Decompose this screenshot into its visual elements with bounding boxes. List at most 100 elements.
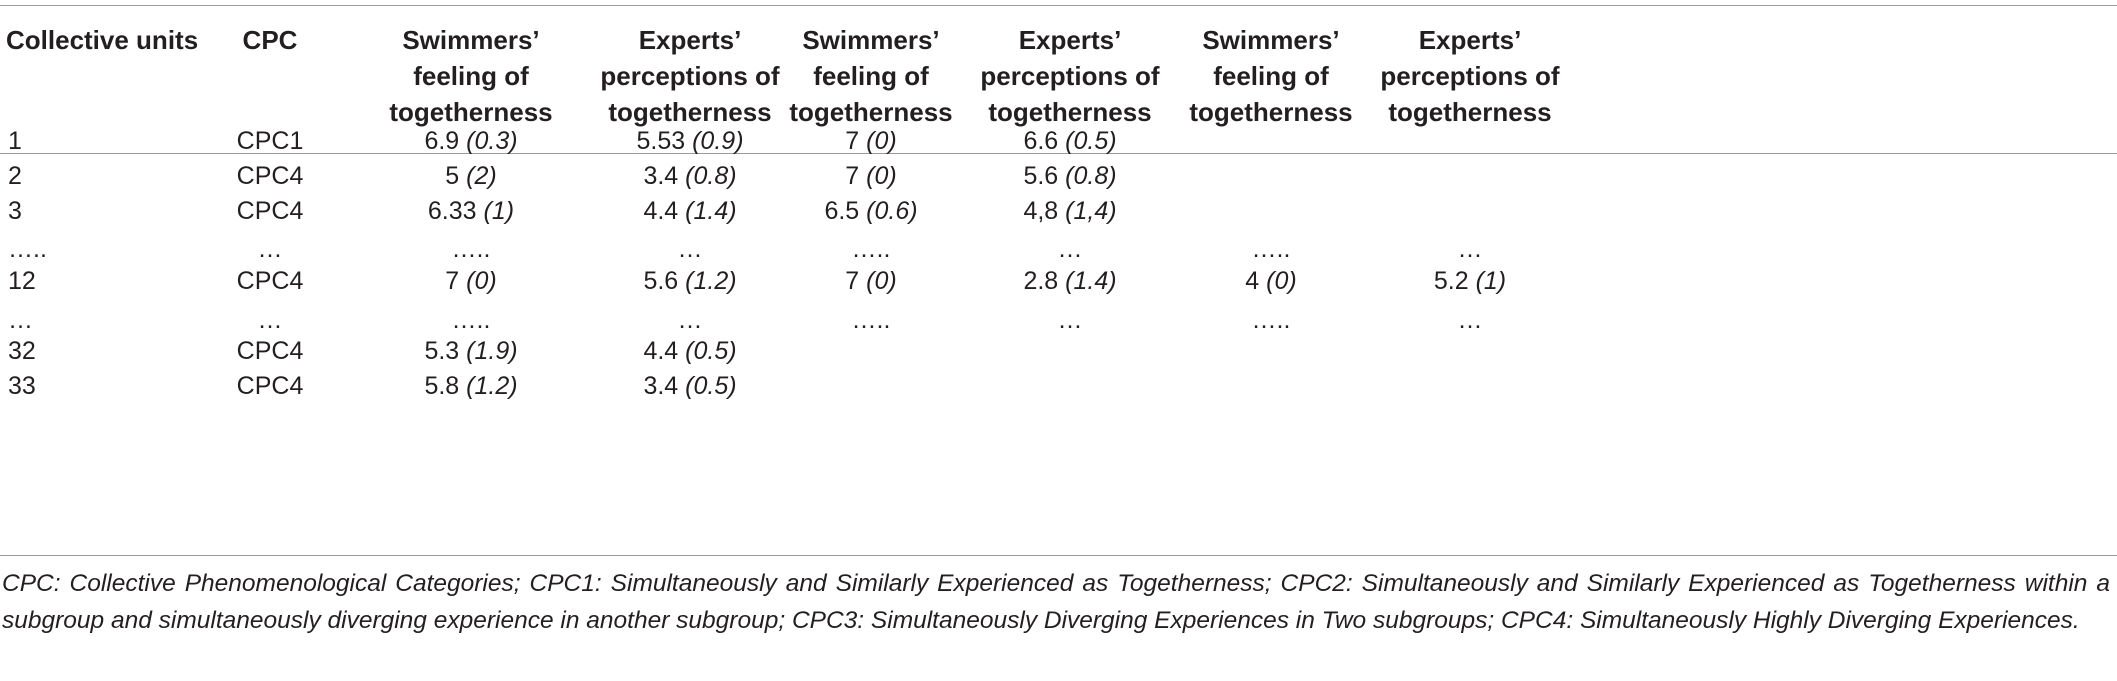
cell-mean: 7 [845,267,860,295]
cell-sd: (1.2) [466,372,518,400]
cell-sd: (0.3) [466,127,518,155]
header-swimmers-feeling-3: Swimmers’ feeling of togetherness [1189,25,1353,127]
cell-sd: (0) [866,267,897,295]
cell-experts-3: 5.2 (1) [1350,266,1590,296]
header-swimmers-feeling-2: Swimmers’ feeling of togetherness [789,25,953,127]
cell-mean: ….. [451,306,491,334]
cell-unit: 3 [8,197,22,225]
cell-mean: … [1057,306,1083,334]
cell-mean: … [1457,235,1483,263]
cell-experts-3: … [1350,305,1590,335]
cell-experts-2: 5.6 (0.8) [950,161,1190,191]
cell-cpc: CPC1 [236,127,304,155]
cell-sd: (1) [1475,267,1507,295]
cell-mean: ….. [451,235,491,263]
table-top-rule [0,5,2117,6]
cell-sd: (1.9) [466,337,518,365]
cell-sd: (0.6) [866,197,918,225]
cell-mean: 5.6 [643,267,679,295]
cell-swimmers-2: 7 (0) [771,161,971,191]
cell-experts-2: 4,8 (1,4) [950,196,1190,226]
cell-swimmers-1: 5.3 (1.9) [371,336,571,366]
cell-swimmers-2: ….. [771,234,971,264]
cell-mean: 2.8 [1023,267,1059,295]
cell-unit: 2 [8,162,22,190]
cell-experts-1: 3.4 (0.8) [570,161,810,191]
cell-sd: (0.5) [685,372,737,400]
cell-sd: (0.9) [692,127,744,155]
cell-swimmers-1: ….. [371,305,571,335]
cell-unit: ….. [8,235,47,263]
cell-cpc: CPC4 [236,267,304,295]
cell-mean: 6.5 [824,197,860,225]
cell-swimmers-1: 6.9 (0.3) [371,126,571,156]
header-swimmers-feeling-1: Swimmers’ feeling of togetherness [389,25,553,127]
header-experts-perceptions-1: Experts’ perceptions of togetherness [600,25,780,127]
cell-experts-1: 3.4 (0.5) [570,371,810,401]
cell-unit: 1 [8,127,22,155]
header-collective-units: Collective units [6,25,199,55]
cell-mean: 7 [845,127,860,155]
cell-mean: … [1057,235,1083,263]
cell-sd: (2) [466,162,497,190]
cell-mean: 5.53 [636,127,686,155]
cell-unit: 33 [8,372,36,400]
cell-mean: ….. [1251,306,1291,334]
cell-mean: 4,8 [1023,197,1059,225]
cell-mean: 3.4 [643,162,679,190]
cell-mean: 6.6 [1023,127,1059,155]
cell-experts-2: 6.6 (0.5) [950,126,1190,156]
cell-experts-3: … [1350,234,1590,264]
cell-cpc: CPC4 [236,197,304,225]
cell-sd: (1.4) [685,197,737,225]
cell-mean: 4 [1245,267,1260,295]
cell-mean: 5 [445,162,460,190]
cell-sd: (1.4) [1065,267,1117,295]
cell-cpc: CPC4 [236,372,304,400]
cell-sd: (0.8) [1065,162,1117,190]
cell-mean: 5.8 [424,372,460,400]
cell-experts-2: … [950,234,1190,264]
cell-cpc: CPC4 [236,162,304,190]
cell-experts-1: … [570,305,810,335]
table-header-rule [0,153,2117,154]
cell-mean: 6.9 [424,127,460,155]
cell-mean: ….. [851,235,891,263]
cell-experts-1: 4.4 (1.4) [570,196,810,226]
cell-sd: (1) [483,197,515,225]
cell-swimmers-1: 5.8 (1.2) [371,371,571,401]
cell-experts-1: 5.53 (0.9) [570,126,810,156]
cell-experts-1: 4.4 (0.5) [570,336,810,366]
cell-mean: … [677,306,703,334]
cell-sd: (0.8) [685,162,737,190]
cell-swimmers-2: ….. [771,305,971,335]
cell-mean: ….. [851,306,891,334]
cell-mean: 7 [445,267,460,295]
cell-experts-1: … [570,234,810,264]
cell-sd: (0) [866,162,897,190]
cell-experts-2: 2.8 (1.4) [950,266,1190,296]
cell-swimmers-3: 4 (0) [1171,266,1371,296]
cell-mean: 5.3 [424,337,460,365]
cell-swimmers-1: 7 (0) [371,266,571,296]
header-experts-perceptions-2: Experts’ perceptions of togetherness [980,25,1160,127]
cell-swimmers-3: ….. [1171,234,1371,264]
cell-swimmers-1: ….. [371,234,571,264]
cell-mean: 7 [845,162,860,190]
cell-mean: 3.4 [643,372,679,400]
cell-experts-1: 5.6 (1.2) [570,266,810,296]
header-experts-perceptions-3: Experts’ perceptions of togetherness [1380,25,1560,127]
cell-experts-2: … [950,305,1190,335]
cell-mean: 4.4 [643,337,679,365]
table-bottom-rule [0,555,2117,556]
cell-mean: ….. [1251,235,1291,263]
cell-mean: 5.2 [1433,267,1469,295]
cell-cpc: CPC4 [236,337,304,365]
cell-swimmers-2: 7 (0) [771,126,971,156]
cell-mean: … [1457,306,1483,334]
header-cpc: CPC [242,25,298,55]
cell-mean: … [677,235,703,263]
cell-sd: (0) [466,267,497,295]
cell-swimmers-3: ….. [1171,305,1371,335]
cell-sd: (0.5) [685,337,737,365]
